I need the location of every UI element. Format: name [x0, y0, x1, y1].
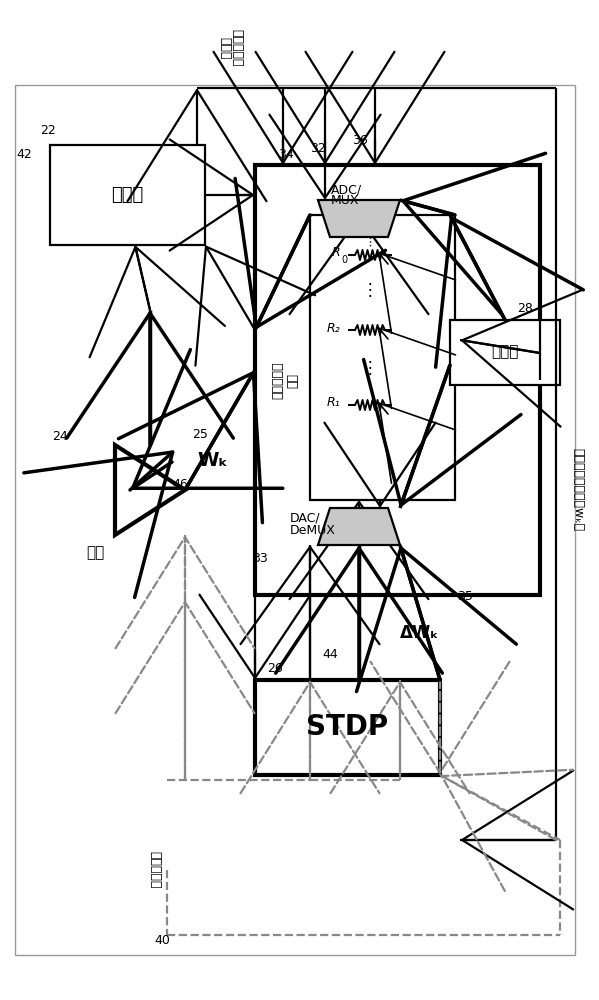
Text: MUX: MUX [331, 194, 359, 207]
Text: 35: 35 [457, 589, 473, 602]
Text: STDP: STDP [306, 713, 388, 741]
Polygon shape [115, 445, 185, 535]
Text: ⋮: ⋮ [362, 281, 379, 299]
Text: 存储器: 存储器 [491, 344, 519, 360]
Bar [310, 215, 455, 500]
Text: 0: 0 [342, 255, 348, 265]
Text: 32: 32 [310, 141, 326, 154]
Bar [50, 145, 205, 245]
Text: 33: 33 [252, 552, 268, 564]
Text: 突触后: 突触后 [219, 37, 231, 59]
Text: 突触: 突触 [86, 546, 104, 560]
Text: R₂: R₂ [326, 322, 340, 334]
Text: DAC/: DAC/ [290, 512, 320, 524]
Text: 26: 26 [267, 662, 283, 674]
Text: ⋮: ⋮ [362, 359, 379, 377]
Text: 突触权重的存储（wₖ）: 突触权重的存储（wₖ） [571, 448, 585, 532]
Bar [450, 320, 560, 385]
Text: R₁: R₁ [326, 396, 340, 410]
Text: 神经元输出: 神经元输出 [231, 29, 244, 67]
Bar [255, 165, 540, 595]
Polygon shape [318, 508, 400, 545]
Text: 40: 40 [154, 934, 170, 946]
Text: ADC/: ADC/ [331, 184, 362, 196]
Text: 22: 22 [40, 124, 56, 137]
Text: 42: 42 [16, 148, 32, 161]
Text: 34: 34 [278, 148, 294, 161]
Bar [255, 680, 440, 775]
Text: R: R [331, 246, 340, 259]
Text: 神经元: 神经元 [111, 186, 143, 204]
Polygon shape [318, 200, 400, 237]
Text: 记忆电阵器
阵列: 记忆电阵器 阵列 [271, 361, 299, 399]
Text: 24: 24 [52, 430, 68, 444]
Bar [15, 85, 575, 955]
Text: 44: 44 [322, 648, 338, 660]
Text: Wₖ: Wₖ [198, 450, 228, 470]
Text: 36: 36 [352, 133, 368, 146]
Text: 25: 25 [192, 428, 208, 442]
Text: 28: 28 [517, 302, 533, 314]
Text: ΔWₖ: ΔWₖ [400, 624, 440, 642]
Text: 突触前输入: 突触前输入 [149, 851, 162, 889]
Text: DeMUX: DeMUX [290, 524, 336, 538]
Text: 46: 46 [172, 479, 188, 491]
